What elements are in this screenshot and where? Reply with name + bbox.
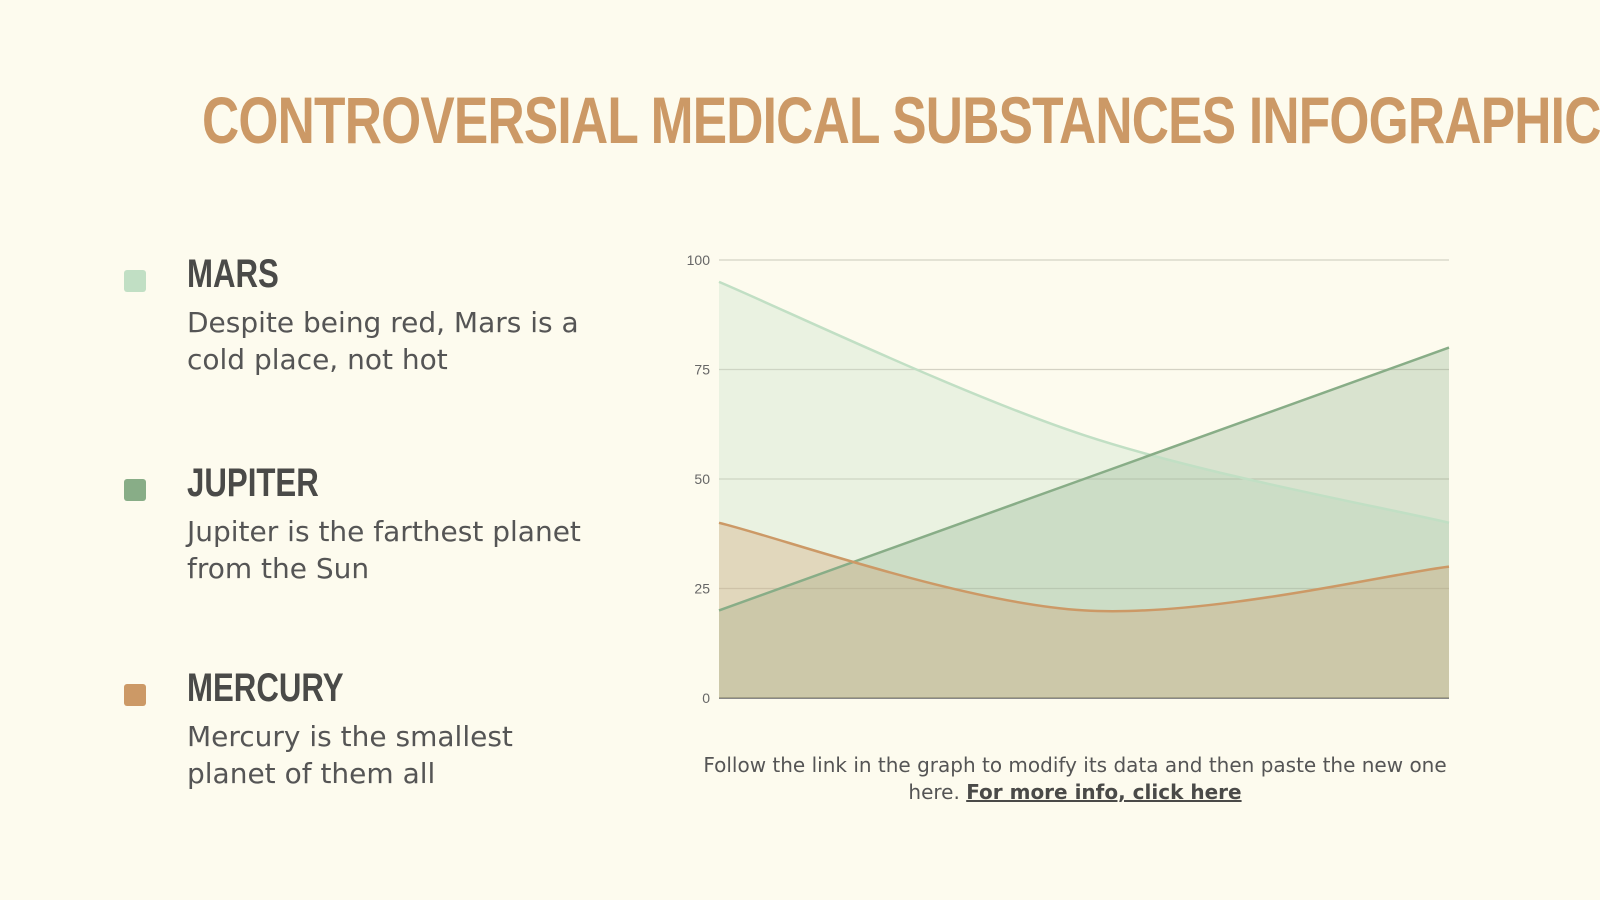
legend-heading: MARS [187,252,279,296]
chart-footer: Follow the link in the graph to modify i… [703,753,1447,804]
area-mars [719,281,1449,698]
y-tick-label: 50 [694,471,710,487]
y-tick-label: 0 [702,690,710,706]
area-jupiter [719,347,1449,698]
legend-description: Despite being red, Mars is a cold place,… [187,306,579,376]
line-mars [718,280,1450,525]
legend-description: Jupiter is the farthest planet from the … [187,515,581,585]
line-jupiter [718,346,1450,612]
y-tick-label: 75 [694,362,710,378]
line-mercury [718,521,1450,613]
legend-heading: MERCURY [187,666,344,710]
legend-heading: JUPITER [187,461,319,505]
page-title: CONTROVERSIAL MEDICAL SUBSTANCES INFOGRA… [201,83,1600,157]
more-info-link[interactable]: For more info, click here [966,780,1242,804]
y-tick-label: 100 [687,252,711,268]
mars-color-swatch [124,270,146,292]
legend-description: Mercury is the smallest planet of them a… [187,720,513,790]
mercury-color-swatch [124,684,146,706]
jupiter-color-swatch [124,479,146,501]
y-tick-label: 25 [694,581,710,597]
